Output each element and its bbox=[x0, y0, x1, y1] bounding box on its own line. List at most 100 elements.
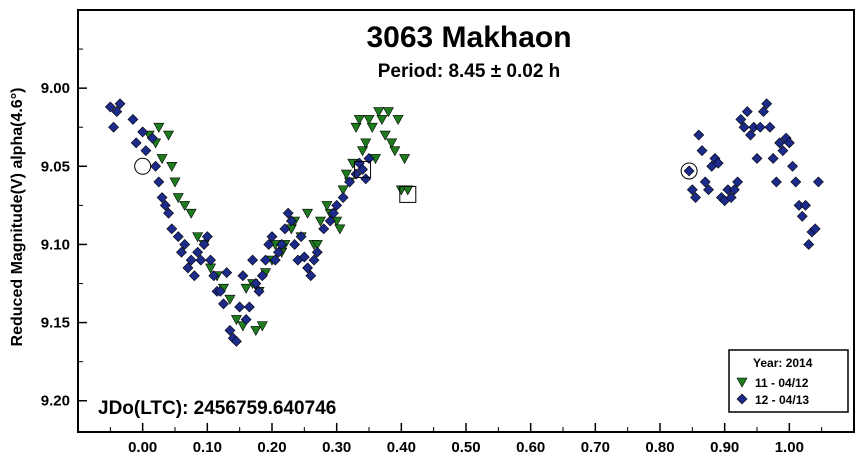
data-point-triangle bbox=[224, 294, 236, 305]
data-point-diamond bbox=[276, 239, 288, 250]
data-point-diamond bbox=[774, 137, 786, 149]
legend-marker-diamond bbox=[736, 393, 748, 405]
data-point-diamond bbox=[683, 165, 695, 177]
data-point-diamond bbox=[221, 267, 233, 279]
data-point-diamond bbox=[218, 298, 229, 310]
data-point-diamond bbox=[140, 145, 152, 157]
data-point-diamond bbox=[693, 129, 705, 141]
data-point-diamond bbox=[256, 270, 268, 282]
data-point-diamond bbox=[732, 176, 744, 188]
data-point-diamond bbox=[182, 262, 194, 274]
data-point-diamond bbox=[357, 163, 368, 175]
x-tick-label: 0.90 bbox=[710, 439, 739, 456]
legend: Year: 2014 11 - 04/12 12 - 04/13 bbox=[728, 349, 849, 413]
data-point-diamond bbox=[176, 246, 187, 258]
data-point-triangle bbox=[386, 138, 398, 149]
data-point-diamond bbox=[166, 223, 178, 235]
data-point-diamond bbox=[350, 168, 362, 180]
legend-entry-0: 11 - 04/12 bbox=[755, 376, 809, 390]
data-point-triangle bbox=[179, 201, 191, 211]
highlight-square bbox=[354, 160, 372, 178]
y-tick-label: 9.20 bbox=[41, 393, 70, 410]
data-point-diamond bbox=[690, 192, 701, 203]
data-point-diamond bbox=[761, 98, 773, 110]
data-point-diamond bbox=[712, 157, 724, 169]
data-point-triangle bbox=[340, 169, 352, 180]
data-point-triangle bbox=[163, 130, 175, 141]
data-point-diamond bbox=[738, 121, 750, 133]
data-point-diamond bbox=[344, 176, 356, 188]
data-point-diamond bbox=[108, 121, 119, 133]
data-point-diamond bbox=[195, 254, 207, 266]
x-tick-label: 0.80 bbox=[645, 439, 674, 456]
data-point-diamond bbox=[767, 153, 779, 164]
data-point-diamond bbox=[198, 239, 210, 250]
y-tick-label: 9.00 bbox=[41, 80, 70, 97]
data-point-diamond bbox=[289, 239, 301, 250]
highlight-circle bbox=[680, 162, 698, 180]
data-point-diamond bbox=[318, 223, 330, 235]
data-point-triangle bbox=[379, 130, 391, 141]
data-point-triangle bbox=[153, 122, 165, 133]
data-point-diamond bbox=[234, 301, 246, 313]
data-point-triangle bbox=[357, 146, 369, 157]
data-point-diamond bbox=[156, 192, 168, 203]
data-point-triangle bbox=[250, 326, 262, 337]
data-point-diamond bbox=[273, 246, 284, 258]
data-point-diamond bbox=[308, 254, 320, 266]
data-point-diamond bbox=[240, 314, 252, 325]
data-point-diamond bbox=[185, 254, 197, 266]
data-point-diamond bbox=[153, 176, 165, 188]
legend-entry-1: 12 - 04/13 bbox=[755, 393, 809, 407]
data-point-diamond bbox=[787, 160, 798, 172]
data-point-triangle bbox=[230, 315, 242, 326]
data-point-triangle bbox=[166, 161, 178, 172]
data-point-diamond bbox=[298, 251, 310, 263]
x-tick-label: 0.70 bbox=[581, 439, 610, 456]
data-point-diamond bbox=[224, 324, 236, 336]
data-point-diamond bbox=[324, 215, 336, 227]
data-point-diamond bbox=[130, 137, 142, 149]
data-point-diamond bbox=[783, 137, 795, 149]
data-point-diamond bbox=[260, 254, 271, 266]
data-point-diamond bbox=[735, 113, 747, 125]
data-point-diamond bbox=[150, 160, 162, 172]
data-point-diamond bbox=[686, 184, 698, 196]
data-point-diamond bbox=[285, 215, 297, 227]
data-point-triangle bbox=[360, 138, 372, 149]
data-point-diamond bbox=[250, 278, 262, 289]
data-point-diamond bbox=[279, 223, 291, 235]
data-point-diamond bbox=[137, 126, 149, 138]
data-point-diamond bbox=[758, 106, 769, 118]
x-tick-label: 0.30 bbox=[322, 439, 351, 456]
data-point-diamond bbox=[305, 270, 317, 282]
series-1 bbox=[104, 98, 824, 347]
data-point-diamond bbox=[282, 207, 294, 219]
data-point-diamond bbox=[188, 270, 200, 282]
y-tick-label: 9.15 bbox=[41, 315, 70, 332]
data-point-triangle bbox=[366, 122, 378, 133]
data-point-diamond bbox=[201, 231, 213, 243]
y-axis: 9.00 9.05 9.10 9.15 9.20 bbox=[41, 48, 87, 410]
data-point-diamond bbox=[803, 239, 815, 250]
data-point-triangle bbox=[172, 193, 184, 204]
data-point-diamond bbox=[790, 176, 802, 188]
data-point-diamond bbox=[331, 199, 343, 211]
x-axis: 0.00 0.10 0.20 0.30 0.40 0.50 0.60 0.70 0.80 0.90… bbox=[109, 423, 823, 456]
data-point-diamond bbox=[741, 106, 753, 118]
data-point-triangle bbox=[314, 216, 327, 227]
data-point-diamond bbox=[243, 301, 255, 313]
series-0 bbox=[143, 107, 414, 337]
data-point-diamond bbox=[751, 153, 763, 164]
x-tick-label: 0.50 bbox=[451, 439, 480, 456]
data-point-diamond bbox=[179, 239, 191, 250]
data-point-triangle bbox=[156, 154, 168, 165]
data-point-triangle bbox=[350, 122, 362, 133]
data-point-triangle bbox=[256, 321, 268, 332]
epoch-annotation: JDo(LTC): 2456759.640746 bbox=[98, 398, 336, 419]
data-point-diamond bbox=[263, 239, 275, 250]
highlight-layer bbox=[134, 157, 698, 203]
y-tick-label: 9.05 bbox=[41, 158, 70, 175]
highlight-circle bbox=[134, 157, 152, 175]
